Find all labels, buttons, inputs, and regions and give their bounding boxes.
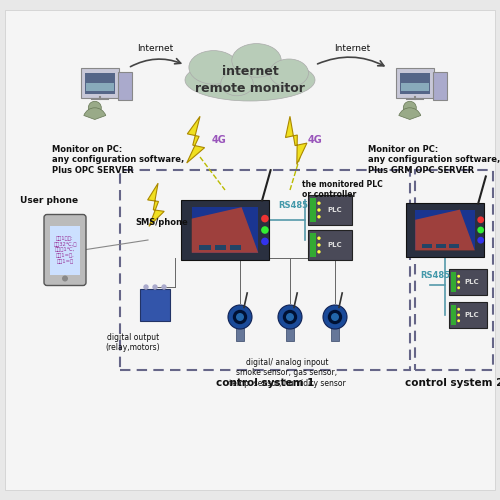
Polygon shape xyxy=(286,116,307,164)
FancyBboxPatch shape xyxy=(86,83,114,91)
FancyBboxPatch shape xyxy=(214,245,226,250)
Text: Monitor on PC:
any configuration software,
Plus GRM OPC SERVER: Monitor on PC: any configuration softwar… xyxy=(368,145,500,175)
Text: 4G: 4G xyxy=(308,135,323,145)
Ellipse shape xyxy=(232,44,281,77)
Text: Internet: Internet xyxy=(334,44,370,53)
Text: digital output
(relay,motors): digital output (relay,motors) xyxy=(106,333,160,352)
FancyBboxPatch shape xyxy=(140,288,170,322)
FancyBboxPatch shape xyxy=(400,72,430,94)
Circle shape xyxy=(318,244,320,246)
Polygon shape xyxy=(186,116,204,163)
Circle shape xyxy=(62,276,68,281)
Text: PLC: PLC xyxy=(464,312,479,318)
FancyBboxPatch shape xyxy=(415,210,475,250)
Text: the monitored PLC
or controller: the monitored PLC or controller xyxy=(302,180,383,200)
Circle shape xyxy=(404,102,416,114)
Circle shape xyxy=(478,237,484,244)
FancyBboxPatch shape xyxy=(452,272,456,292)
Text: control system 1: control system 1 xyxy=(216,378,314,388)
FancyBboxPatch shape xyxy=(331,322,339,341)
FancyBboxPatch shape xyxy=(286,322,294,341)
FancyBboxPatch shape xyxy=(396,68,434,98)
FancyBboxPatch shape xyxy=(422,244,432,248)
Circle shape xyxy=(233,310,247,324)
FancyBboxPatch shape xyxy=(181,200,269,260)
FancyBboxPatch shape xyxy=(81,68,119,98)
FancyBboxPatch shape xyxy=(449,244,460,248)
Circle shape xyxy=(286,313,294,321)
Circle shape xyxy=(318,215,320,218)
Wedge shape xyxy=(399,108,421,120)
FancyBboxPatch shape xyxy=(452,305,456,325)
Text: control system 2: control system 2 xyxy=(405,378,500,388)
FancyBboxPatch shape xyxy=(401,83,429,91)
Ellipse shape xyxy=(189,50,238,84)
Circle shape xyxy=(318,202,320,205)
FancyBboxPatch shape xyxy=(118,72,132,100)
Circle shape xyxy=(318,236,320,240)
Circle shape xyxy=(328,310,342,324)
Text: PLC: PLC xyxy=(327,242,342,248)
FancyBboxPatch shape xyxy=(308,230,352,260)
Polygon shape xyxy=(192,207,258,253)
Circle shape xyxy=(261,238,268,245)
Text: 设备1报警:
温度32℃,超
过上限1℃,
输出1=升,
输入1=关: 设备1报警: 温度32℃,超 过上限1℃, 输出1=升, 输入1=关 xyxy=(53,236,77,264)
FancyBboxPatch shape xyxy=(308,196,352,224)
Text: Monitor on PC:
any configuration software,
Plus OPC SERVER: Monitor on PC: any configuration softwar… xyxy=(52,145,184,175)
Circle shape xyxy=(457,320,460,322)
Circle shape xyxy=(283,310,297,324)
FancyBboxPatch shape xyxy=(86,72,114,94)
Circle shape xyxy=(318,250,320,254)
FancyBboxPatch shape xyxy=(192,207,258,253)
FancyBboxPatch shape xyxy=(449,270,487,294)
Text: Internet: Internet xyxy=(137,44,173,53)
Text: 4G: 4G xyxy=(212,135,227,145)
Ellipse shape xyxy=(185,59,315,101)
FancyBboxPatch shape xyxy=(44,214,86,286)
Circle shape xyxy=(228,305,252,329)
Circle shape xyxy=(318,208,320,212)
FancyBboxPatch shape xyxy=(50,226,80,274)
Circle shape xyxy=(478,226,484,234)
Circle shape xyxy=(457,275,460,278)
Circle shape xyxy=(88,102,102,114)
Text: User phone: User phone xyxy=(20,196,78,205)
Circle shape xyxy=(152,284,158,290)
Text: SMS/phone: SMS/phone xyxy=(135,218,188,227)
FancyBboxPatch shape xyxy=(449,302,487,328)
Circle shape xyxy=(278,305,302,329)
FancyBboxPatch shape xyxy=(5,10,495,490)
Circle shape xyxy=(261,215,268,222)
FancyBboxPatch shape xyxy=(436,244,446,248)
Circle shape xyxy=(144,284,148,290)
Wedge shape xyxy=(84,108,106,120)
Ellipse shape xyxy=(221,71,254,96)
Circle shape xyxy=(162,284,166,290)
Text: RS485: RS485 xyxy=(420,270,450,280)
Circle shape xyxy=(478,216,484,223)
Text: RS485: RS485 xyxy=(278,200,308,209)
Circle shape xyxy=(457,314,460,316)
FancyBboxPatch shape xyxy=(433,72,447,100)
Circle shape xyxy=(457,286,460,289)
Circle shape xyxy=(236,313,244,321)
FancyBboxPatch shape xyxy=(200,245,211,250)
Text: digital/ analog inpout
smoke sensor, gas sensor,
temp. sensor, humidity sensor: digital/ analog inpout smoke sensor, gas… xyxy=(228,358,346,388)
Text: PLC: PLC xyxy=(464,279,479,285)
FancyBboxPatch shape xyxy=(236,322,244,341)
Circle shape xyxy=(323,305,347,329)
Text: PLC: PLC xyxy=(327,207,342,213)
Polygon shape xyxy=(415,210,475,250)
Circle shape xyxy=(457,280,460,283)
FancyBboxPatch shape xyxy=(230,245,241,250)
Circle shape xyxy=(261,226,268,234)
Circle shape xyxy=(457,308,460,310)
Text: internet
remote monitor: internet remote monitor xyxy=(195,65,305,95)
FancyBboxPatch shape xyxy=(406,202,484,258)
Ellipse shape xyxy=(270,59,308,87)
FancyBboxPatch shape xyxy=(310,198,316,222)
FancyBboxPatch shape xyxy=(310,233,316,257)
Polygon shape xyxy=(148,183,164,226)
Circle shape xyxy=(331,313,339,321)
